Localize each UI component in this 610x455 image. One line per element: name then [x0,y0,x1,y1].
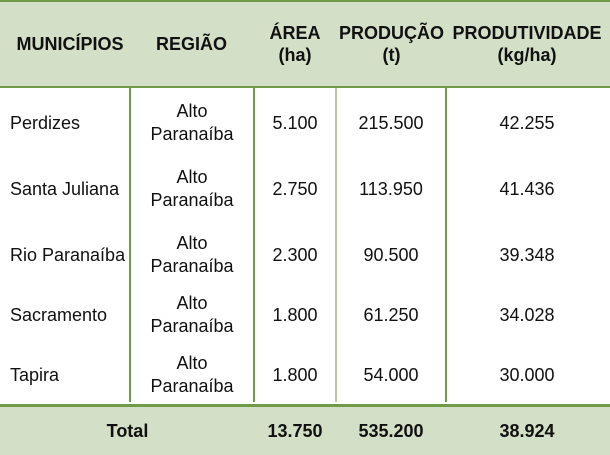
header-municipios: MUNICÍPIOS [0,2,140,86]
header-produtividade-label: PRODUTIVIDADE [452,23,602,43]
cell-area: 2.300 [272,244,318,265]
cell-municipio: Tapira [10,364,60,385]
cell-regiao: Alto Paranaíba [131,100,253,146]
cell-regiao: Alto Paranaíba [131,166,253,212]
table-footer: Total 13.750 535.200 38.924 [0,404,610,455]
header-producao-unit: (t) [382,45,401,65]
total-produtividade: 38.924 [499,420,555,441]
cell-producao: 113.950 [359,178,423,199]
cell-producao: 90.500 [363,244,419,265]
header-municipios-label: MUNICÍPIOS [16,34,124,54]
column-divider [335,88,337,402]
column-divider [445,88,447,402]
header-produtividade: PRODUTIVIDADE (kg/ha) [447,2,607,86]
header-regiao-label: REGIÃO [155,34,227,54]
column-divider [129,88,131,402]
column-divider [253,88,255,402]
total-area: 13.750 [267,420,323,441]
cell-regiao-line2: Paranaíba [150,124,234,144]
cell-regiao-line2: Paranaíba [150,376,234,396]
cell-regiao-line1: Alto [176,233,208,253]
cell-producao: 54.000 [363,364,419,385]
header-producao: PRODUÇÃO (t) [337,2,446,86]
cell-regiao: Alto Paranaíba [131,232,253,278]
cell-produtividade: 39.348 [499,244,555,265]
cell-regiao-line2: Paranaíba [150,256,234,276]
cell-produtividade: 34.028 [499,304,555,325]
table-header: MUNICÍPIOS REGIÃO ÁREA (ha) PRODUÇÃO (t)… [0,0,610,88]
cell-area: 5.100 [272,112,318,133]
header-area-label: ÁREA [269,23,321,43]
cell-municipio: Sacramento [10,304,108,325]
cell-regiao-line1: Alto [176,101,208,121]
cell-regiao-line1: Alto [176,293,208,313]
header-regiao: REGIÃO [130,2,253,86]
cell-area: 2.750 [272,178,318,199]
cell-produtividade: 42.255 [499,112,555,133]
cell-area: 1.800 [272,364,318,385]
cell-produtividade: 41.436 [499,178,555,199]
header-produtividade-unit: (kg/ha) [497,45,557,65]
cell-municipio: Rio Paranaíba [10,244,126,265]
total-producao: 535.200 [358,420,424,441]
cell-regiao: Alto Paranaíba [131,292,253,338]
cell-municipio: Santa Juliana [10,178,120,199]
cell-regiao-line2: Paranaíba [150,190,234,210]
total-label: Total [106,420,149,441]
cell-area: 1.800 [272,304,318,325]
cell-regiao-line1: Alto [176,167,208,187]
cell-producao: 215.500 [358,112,424,133]
cell-regiao-line1: Alto [176,353,208,373]
header-producao-label: PRODUÇÃO [338,23,444,43]
cell-regiao: Alto Paranaíba [131,352,253,398]
cell-regiao-line2: Paranaíba [150,316,234,336]
header-area: ÁREA (ha) [255,2,335,86]
cell-produtividade: 30.000 [499,364,555,385]
header-area-unit: (ha) [278,45,312,65]
cell-municipio: Perdizes [10,112,81,133]
cell-producao: 61.250 [363,304,419,325]
